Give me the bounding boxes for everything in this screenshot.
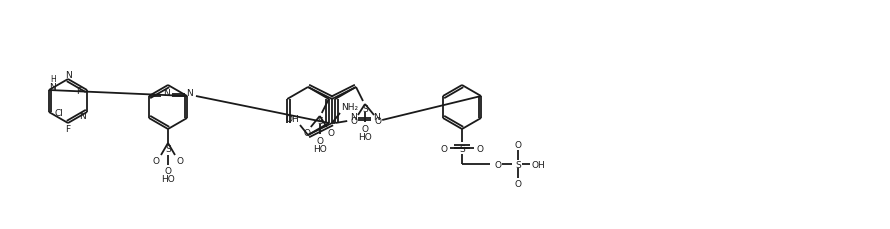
Text: HO: HO: [313, 144, 327, 153]
Text: O: O: [441, 144, 448, 153]
Text: OH: OH: [285, 115, 299, 124]
Text: N: N: [50, 82, 56, 91]
Text: NH₂: NH₂: [342, 103, 359, 112]
Text: N: N: [65, 70, 71, 79]
Text: O: O: [165, 167, 172, 176]
Text: O: O: [316, 136, 323, 145]
Text: S: S: [362, 104, 368, 113]
Text: O: O: [328, 129, 335, 138]
Text: N: N: [373, 112, 380, 121]
Text: O: O: [495, 160, 501, 169]
Text: S: S: [515, 160, 521, 169]
Text: S: S: [166, 145, 171, 154]
Text: O: O: [514, 140, 522, 149]
Text: S: S: [459, 144, 465, 153]
Text: HO: HO: [358, 132, 372, 141]
Text: S: S: [317, 116, 323, 125]
Text: O: O: [152, 156, 159, 165]
Text: O: O: [514, 180, 522, 189]
Text: HO: HO: [161, 175, 174, 184]
Text: O: O: [375, 116, 382, 125]
Text: O: O: [303, 128, 311, 137]
Text: N: N: [350, 112, 357, 121]
Text: H: H: [50, 74, 56, 83]
Text: O: O: [361, 124, 368, 133]
Text: O: O: [351, 117, 358, 126]
Text: OH: OH: [531, 160, 545, 169]
Text: F: F: [66, 125, 70, 134]
Text: N: N: [187, 88, 193, 97]
Text: O: O: [176, 156, 183, 165]
Text: O: O: [476, 144, 483, 153]
Text: F: F: [77, 86, 82, 95]
Text: N: N: [164, 88, 170, 97]
Text: Cl: Cl: [54, 108, 63, 117]
Text: N: N: [78, 111, 85, 120]
